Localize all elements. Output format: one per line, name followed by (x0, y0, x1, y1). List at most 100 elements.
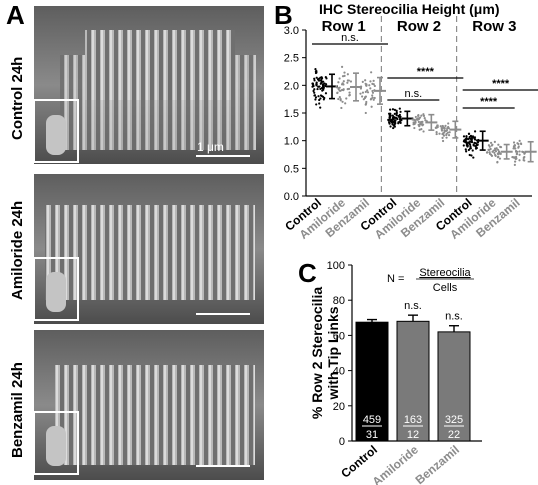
data-point (319, 87, 322, 91)
y-tick-label: 0 (339, 436, 345, 448)
panel-a-letter: A (6, 0, 25, 30)
data-point (488, 152, 491, 155)
data-point (438, 132, 441, 135)
data-point (464, 138, 467, 141)
y-tick-label: 3.0 (284, 25, 299, 37)
data-point (435, 132, 438, 136)
data-point (471, 136, 474, 140)
significance-label: n.s. (341, 32, 359, 44)
data-point (373, 84, 376, 88)
data-point (522, 151, 525, 154)
data-point (359, 87, 363, 90)
data-point (340, 106, 343, 110)
data-point (368, 84, 371, 87)
data-point (316, 78, 320, 81)
data-point (315, 83, 318, 86)
micrograph-amiloride (33, 174, 264, 324)
data-point (497, 143, 500, 146)
data-point (445, 128, 449, 132)
data-point (359, 85, 363, 88)
data-point (471, 135, 475, 138)
data-point (447, 122, 450, 125)
data-point (422, 130, 425, 133)
data-point (394, 116, 397, 119)
y-tick-label: 1.5 (284, 108, 299, 120)
data-point (389, 108, 392, 111)
data-point (489, 141, 493, 144)
data-point (370, 105, 373, 108)
data-point (499, 146, 503, 149)
data-point (335, 85, 338, 88)
data-point (371, 91, 375, 94)
data-point (523, 152, 526, 155)
y-axis-label-line: with Tip Links (325, 306, 341, 400)
inset-stereocilium (46, 272, 66, 312)
data-point (366, 91, 370, 94)
data-point (337, 97, 340, 101)
data-point (337, 87, 340, 90)
data-point (346, 79, 349, 82)
data-point (465, 150, 468, 153)
data-point (364, 103, 367, 106)
data-point (314, 98, 317, 101)
data-point (395, 109, 398, 112)
data-point (472, 156, 475, 159)
stereocilia-height-chart: 0.00.51.01.52.02.53.0 Row 1ControlAmilori… (282, 16, 538, 242)
data-point (497, 150, 501, 153)
data-point (319, 106, 322, 109)
y-tick-label: 1.0 (284, 136, 299, 148)
data-point (365, 84, 368, 87)
data-point (514, 147, 517, 150)
tip-links-chart: 0 20 40 60 80 100 % Row 2 Stereociliawith Tip … (309, 260, 482, 485)
data-point (371, 94, 374, 97)
data-point (315, 81, 318, 84)
data-point (365, 100, 368, 104)
data-point (513, 144, 516, 148)
data-point (389, 114, 392, 117)
data-point (490, 154, 494, 157)
data-point (364, 95, 367, 98)
significance-label: n.s. (404, 300, 422, 312)
stereocilia-count: 325 (445, 414, 463, 426)
data-point (488, 151, 491, 154)
chart-b-title: IHC Stereocilia Height (μm) (319, 1, 499, 17)
row-label-benzamil: Benzamil 24h (9, 362, 26, 458)
data-point (342, 80, 345, 83)
data-point (341, 82, 344, 85)
data-point (348, 91, 351, 94)
data-point (390, 121, 393, 124)
group-label: Row 3 (472, 18, 516, 35)
data-point (518, 150, 521, 153)
data-point (313, 91, 316, 94)
data-point (467, 138, 470, 141)
data-point (336, 91, 339, 94)
data-point (443, 131, 446, 134)
data-point (512, 147, 515, 150)
data-point (315, 76, 318, 79)
data-point (518, 139, 521, 142)
micrograph-benzamil (33, 330, 264, 480)
data-point (468, 153, 471, 157)
data-point (473, 136, 477, 139)
y-tick-label: 60 (333, 330, 345, 342)
data-point (467, 132, 471, 135)
data-point (465, 141, 468, 144)
data-point (372, 79, 375, 82)
data-point (464, 148, 467, 151)
data-point (417, 117, 420, 120)
data-point (399, 115, 402, 118)
data-point (318, 98, 321, 102)
data-point (325, 83, 328, 86)
data-point (320, 94, 323, 98)
data-point (422, 123, 425, 126)
data-point (488, 148, 491, 151)
data-point (412, 123, 415, 126)
data-point (322, 98, 325, 101)
data-point (361, 80, 364, 83)
data-point (369, 87, 372, 90)
data-point (388, 118, 392, 121)
panel-c-letter: C (298, 258, 317, 288)
data-point (474, 145, 477, 148)
data-point (468, 143, 472, 146)
